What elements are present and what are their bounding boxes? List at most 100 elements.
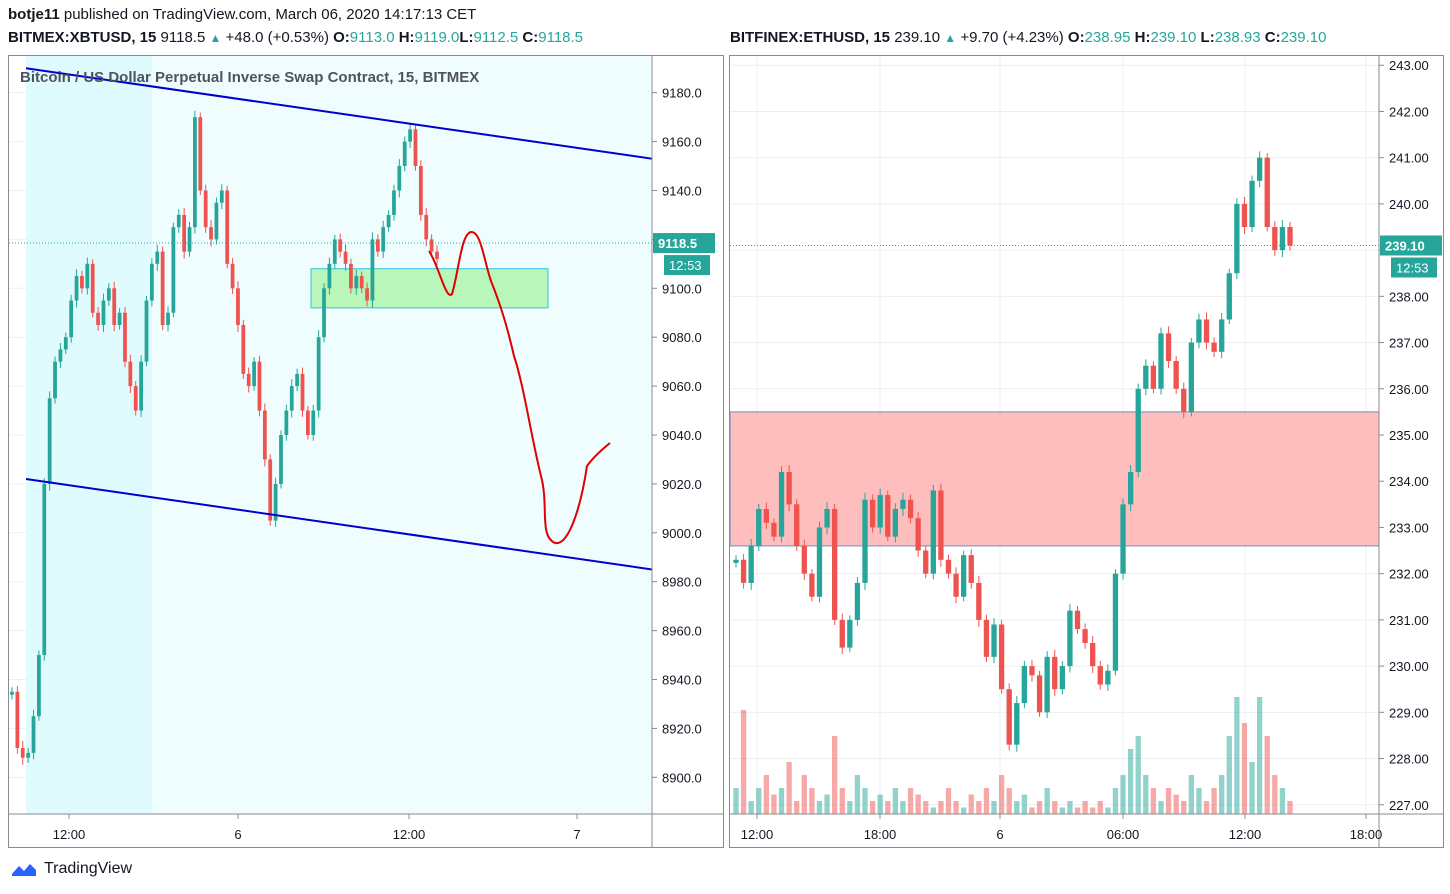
tradingview-logo-icon (12, 864, 36, 876)
right-chart[interactable]: 227.00 228.00 229.00 230.00 231.00 232.00 233.… (729, 56, 1443, 847)
candle-body (63, 337, 68, 350)
left-chart-panel[interactable]: 8900.0 8920.0 8940.0 8960.0 8980.0 9000.0 9020… (8, 55, 724, 848)
candle-body (1188, 342, 1194, 412)
volume-bar (1135, 736, 1141, 814)
candle-body (1287, 227, 1293, 246)
volume-bar (816, 801, 823, 814)
candle-body (923, 550, 929, 574)
candle-body (306, 410, 310, 435)
candle-body (1203, 319, 1210, 343)
volume-bar (1112, 788, 1119, 814)
y-tick-label: 232.00 (1389, 567, 1429, 582)
candle-body (1165, 333, 1172, 362)
volume-bar (1287, 801, 1293, 814)
candle-body (85, 263, 90, 289)
candle-body (128, 361, 133, 387)
candle-body (117, 312, 122, 325)
candle-body (74, 276, 79, 301)
candle-body (225, 190, 230, 264)
tradingview-brand[interactable]: TradingView (10, 860, 132, 878)
left-last-price: 9118.5 (160, 29, 206, 46)
y-tick-label: 9080.0 (662, 330, 702, 345)
y-tick-label: 8940.0 (662, 673, 702, 688)
volume-bar (1105, 807, 1111, 814)
candle-body (149, 263, 154, 301)
volume-bar (1188, 775, 1194, 814)
y-tick-label: 8900.0 (662, 770, 702, 785)
candle-body (1256, 157, 1263, 181)
y-tick-label: 238.00 (1389, 289, 1429, 304)
chart-title: Bitcoin / US Dollar Perpetual Inverse Sw… (20, 69, 479, 86)
candle-body (1112, 573, 1119, 671)
volume-bar (877, 794, 883, 814)
volume-bar (748, 801, 754, 814)
candle-body (332, 239, 337, 264)
support-resistance-zone[interactable] (310, 268, 549, 309)
channel-upper-trendline[interactable] (25, 67, 653, 160)
x-tick-label: 7 (573, 827, 580, 842)
candle-body (209, 227, 213, 240)
candle-body (1249, 180, 1255, 228)
volume-bar (786, 762, 792, 814)
candle-body (1036, 675, 1043, 713)
volume-bar (1006, 788, 1012, 814)
left-symbol-legend: BITMEX:XBTUSD, 15 9118.5 ▲ +48.0 (+0.53%… (8, 29, 583, 46)
right-high: 239.10 (1150, 29, 1197, 46)
candle-body (139, 361, 143, 411)
volume-bar (1143, 775, 1149, 814)
volume-bar (915, 794, 921, 814)
volume-bar (1059, 807, 1065, 814)
right-symbol-legend: BITFINEX:ETHUSD, 15 239.10 ▲ +9.70 (+4.2… (730, 29, 1326, 46)
candle-body (1105, 670, 1111, 685)
candle-body (983, 619, 990, 657)
left-chart[interactable]: 8900.0 8920.0 8940.0 8960.0 8980.0 9000.0 9020… (9, 56, 723, 847)
right-close: 239.10 (1280, 29, 1327, 46)
candle-body (1006, 689, 1012, 745)
left-open: 9113.0 (349, 29, 395, 46)
support-resistance-zone[interactable] (729, 411, 1380, 547)
volume-bar (847, 801, 853, 814)
volume-bar (1052, 801, 1058, 814)
left-symbol[interactable]: BITMEX:XBTUSD, 15 (8, 29, 157, 46)
right-chart-panel[interactable]: 227.00 228.00 229.00 230.00 231.00 232.00 233.… (729, 55, 1444, 848)
y-tick-label: 9040.0 (662, 428, 702, 443)
y-tick-label: 233.00 (1389, 520, 1429, 535)
candle-body (392, 190, 396, 215)
y-tick-label: 236.00 (1389, 382, 1429, 397)
right-symbol[interactable]: BITFINEX:ETHUSD, 15 (730, 29, 891, 46)
volume-bar (1097, 801, 1103, 814)
y-tick-label: 240.00 (1389, 197, 1429, 212)
volume-bar (1127, 749, 1134, 814)
right-open: 238.95 (1084, 29, 1131, 46)
volume-bar (854, 775, 861, 814)
y-tick-label: 8980.0 (662, 575, 702, 590)
volume-bar (801, 775, 807, 814)
right-last-price: 239.10 (894, 29, 941, 46)
volume-bar (1256, 697, 1263, 814)
volume-bar (907, 788, 914, 814)
y-tick-label: 9140.0 (662, 183, 702, 198)
candle-body (907, 499, 914, 519)
projection-drawing[interactable] (428, 231, 611, 545)
y-tick-label: 9100.0 (662, 281, 702, 296)
candle-body (1097, 666, 1103, 685)
volume-bar (1074, 807, 1081, 814)
channel-lower-trendline[interactable] (25, 478, 653, 571)
volume-bar (1196, 788, 1202, 814)
candle-body (885, 495, 891, 537)
candle-body (847, 619, 853, 648)
candle-body (733, 559, 739, 563)
candle-body (877, 495, 883, 528)
candle-body (1272, 227, 1278, 251)
volume-bar (1036, 801, 1043, 814)
publisher-name[interactable]: botje11 (8, 6, 60, 23)
volume-bar (1279, 788, 1286, 814)
price-badge (1380, 235, 1442, 256)
volume-bar (1158, 801, 1164, 814)
volume-bar (930, 807, 936, 814)
volume-bar (771, 794, 777, 814)
high-label: H: (1134, 29, 1151, 46)
candle-body (257, 361, 262, 411)
volume-bar (998, 775, 1005, 814)
close-label: C: (1264, 29, 1281, 46)
